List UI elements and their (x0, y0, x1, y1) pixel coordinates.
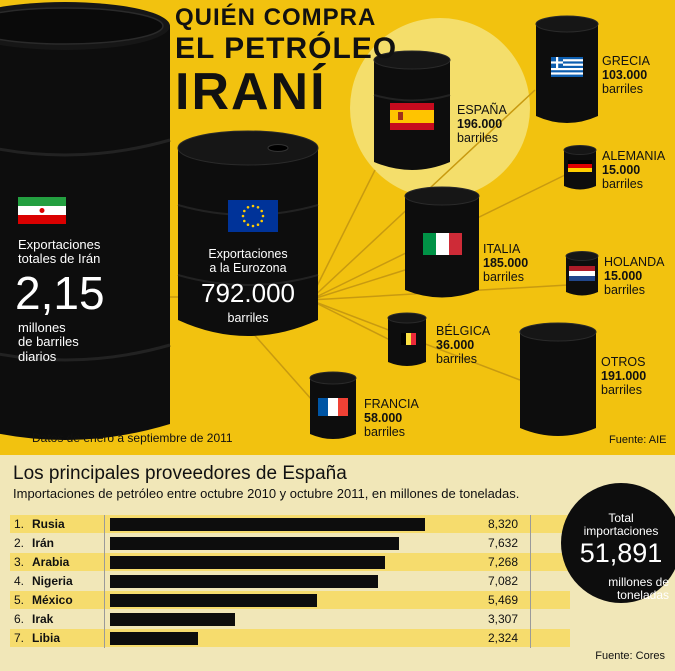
eurozone-unit: barriles (227, 311, 269, 325)
bar-value-label: 7,082 (488, 574, 519, 588)
total-circle: Total importaciones 51,891 millones de t… (561, 483, 675, 603)
country-label-belgium: BÉLGICA 36.000 barriles (436, 324, 491, 366)
flag-spain-icon (390, 103, 434, 130)
total-label: Total importaciones (583, 511, 659, 539)
title-line2: EL PETRÓLEO (175, 32, 398, 65)
bar-category-label: Rusia (32, 517, 65, 531)
barrel-others (519, 322, 597, 436)
table-row: 7. Libia 2,324 (10, 629, 570, 647)
flag-eu-icon (228, 200, 278, 232)
iran-unit: millones de barriles diarios (18, 320, 79, 364)
flag-france-icon (318, 398, 348, 416)
table-row: 2. Irán 7,632 (10, 534, 570, 552)
flag-italy-icon (423, 233, 462, 255)
suppliers-section: Los principales proveedores de España Im… (0, 455, 675, 671)
bar-rank: 4. (14, 574, 25, 588)
table-divider (104, 515, 105, 648)
source-bottom: Fuente: Cores (595, 650, 665, 662)
flag-iran-icon (18, 197, 66, 224)
total-unit: millones de toneladas (608, 575, 669, 603)
bar-rank: 2. (14, 536, 25, 550)
bar-value-label: 2,324 (488, 631, 519, 645)
eurozone-label: Exportaciones a la Eurozona (208, 247, 288, 275)
country-label-others: OTROS 191.000 barriles (601, 355, 647, 397)
bar-rank: 6. (14, 612, 25, 626)
title-line1: QUIÉN COMPRA (175, 4, 377, 31)
bar-category-label: Irán (32, 536, 55, 550)
title-line3: IRANÍ (175, 63, 327, 121)
bar-category-label: México (32, 593, 73, 607)
country-label-italy: ITALIA 185.000 barriles (483, 242, 529, 284)
period-note: Datos de enero a septiembre de 2011 (32, 431, 233, 445)
table-row: 6. Irak 3,307 (10, 610, 570, 628)
bar (110, 613, 236, 626)
country-label-spain: ESPAÑA 196.000 barriles (457, 103, 507, 145)
flag-germany-icon (568, 160, 592, 172)
bar (110, 632, 199, 645)
bar (110, 575, 379, 588)
bar-value-label: 8,320 (488, 517, 519, 531)
flag-netherlands-icon (569, 266, 595, 281)
bar-rank: 3. (14, 555, 25, 569)
bar-category-label: Irak (32, 612, 54, 626)
bar-value-label: 5,469 (488, 593, 519, 607)
bar-value-label: 7,632 (488, 536, 519, 550)
flag-belgium-icon (401, 333, 416, 345)
flag-greece-icon (551, 57, 583, 77)
chart-title: Los principales proveedores de España (13, 463, 347, 484)
bar (110, 594, 318, 607)
table-divider (530, 515, 531, 648)
table-row: 1. Rusia 8,320 (10, 515, 570, 533)
iran-label: Exportaciones totales de Irán (18, 237, 101, 267)
bar (110, 537, 400, 550)
bar-rank: 7. (14, 631, 25, 645)
infographic-top: QUIÉN COMPRA EL PETRÓLEO IRANÍ Exportaci… (0, 2, 667, 446)
iran-value: 2,15 (15, 267, 105, 319)
country-label-greece: GRECIA 103.000 barriles (602, 54, 650, 96)
bar (110, 518, 426, 531)
bar-value-label: 7,268 (488, 555, 519, 569)
bar (110, 556, 386, 569)
bar-category-label: Nigeria (32, 574, 73, 588)
table-row: 3. Arabia 7,268 (10, 553, 570, 571)
bar-category-label: Libia (32, 631, 61, 645)
country-label-france: FRANCIA 58.000 barriles (364, 397, 419, 439)
bar-value-label: 3,307 (488, 612, 519, 626)
total-value: 51,891 (579, 538, 663, 568)
main-title: QUIÉN COMPRA EL PETRÓLEO IRANÍ (175, 4, 398, 121)
country-label-germany: ALEMANIA 15.000 barriles (602, 149, 666, 191)
eurozone-value: 792.000 (201, 278, 295, 308)
table-row: 4. Nigeria 7,082 (10, 572, 570, 590)
country-label-netherlands: HOLANDA 15.000 barriles (604, 255, 665, 297)
source-top: Fuente: AIE (609, 434, 667, 446)
barrels-illustration (0, 2, 599, 440)
bar-category-label: Arabia (32, 555, 70, 569)
barrel-iran (0, 2, 171, 440)
barrel-eurozone (177, 130, 319, 336)
table-row: 5. México 5,469 (10, 591, 570, 609)
chart-subtitle: Importaciones de petróleo entre octubre … (13, 486, 520, 501)
bar-rank: 5. (14, 593, 25, 607)
bar-rank: 1. (14, 517, 25, 531)
